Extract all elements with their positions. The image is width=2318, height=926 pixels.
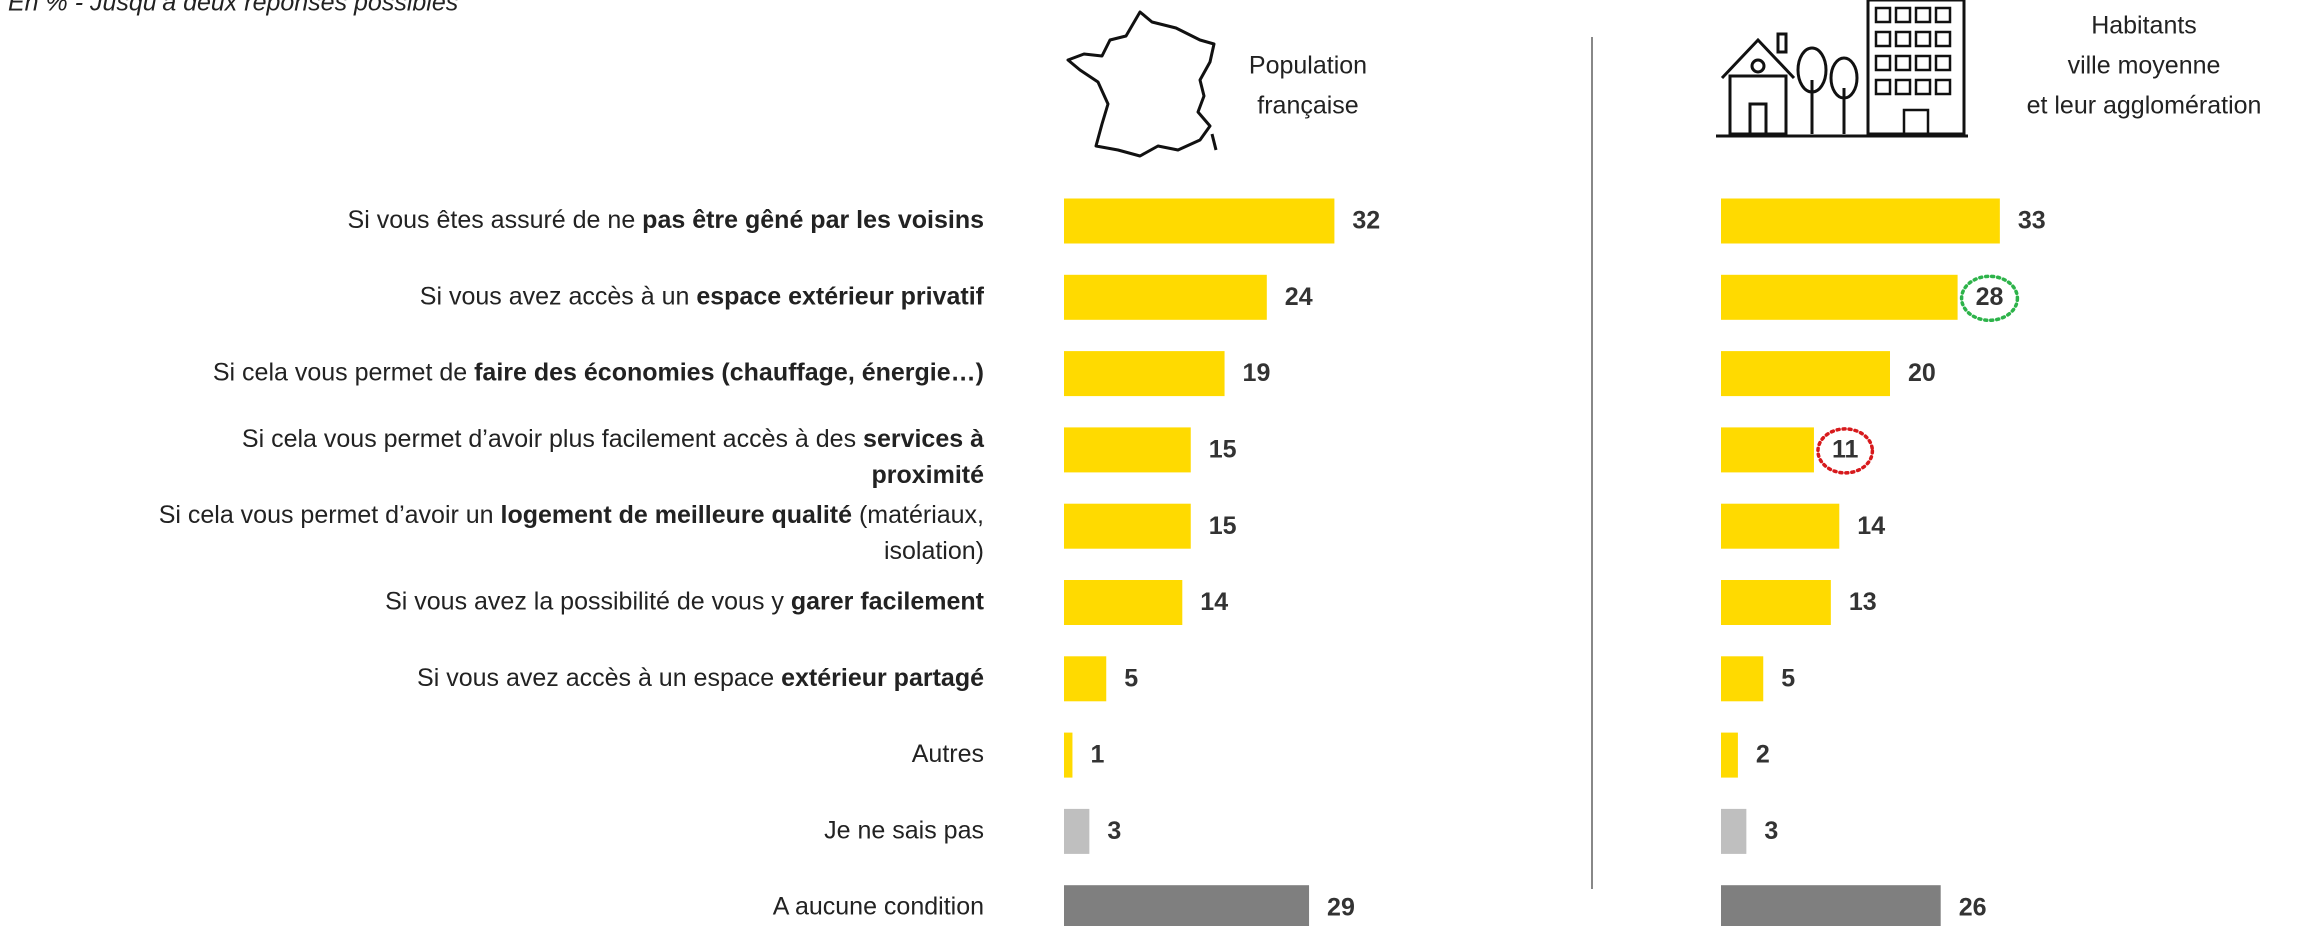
label-part: espace extérieur privatif [696,282,984,310]
bar [1064,580,1183,625]
category-label: A aucune condition [773,892,984,920]
category-label: Si vous êtes assuré de ne pas être gêné … [348,206,984,234]
bar [1721,198,2000,244]
value-label: 15 [1209,512,1237,540]
value-label: 28 [1976,283,2004,311]
label-part: Je ne sais pas [824,816,984,844]
category-label: Si vous avez la possibilité de vous y ga… [385,587,985,615]
label-part: A aucune condition [773,892,984,920]
bar [1721,274,1958,320]
bar [1064,351,1225,397]
label-part: Si cela vous permet de [213,358,474,386]
panel-title: ville moyenne [2068,52,2221,80]
value-label: 33 [2018,207,2046,235]
value-label: 3 [1107,817,1121,845]
label-part: isolation) [884,537,984,565]
panel-title: Habitants [2091,12,2197,40]
bar [1721,427,1814,473]
category-label: Si vous avez accès à un espace extérieur… [420,282,985,310]
label-part: pas être gêné par les voisins [642,206,984,234]
town-icon [1716,0,1968,138]
label-part: Autres [912,740,984,768]
value-label: 11 [1832,436,1859,464]
panel-title: et leur agglomération [2027,92,2262,120]
value-label: 29 [1327,893,1355,921]
category-label: Si cela vous permet d’avoir un logement … [159,501,984,529]
value-label: 5 [1781,664,1795,692]
value-label: 1 [1090,741,1104,769]
label-part: Si vous avez accès à un [420,282,697,310]
bar [1064,274,1267,320]
label-part: Si cela vous permet d’avoir plus facilem… [242,425,863,453]
bar [1064,198,1335,244]
label-part: extérieur partagé [781,663,984,691]
bar [1064,885,1310,926]
highlight-circle [1816,427,1875,475]
value-label: 24 [1285,283,1313,311]
label-part: faire des économies (chauffage, énergie…… [474,358,984,386]
label-part: logement de meilleure qualité [501,501,853,529]
category-label: isolation) [884,537,984,565]
label-part: services à [863,425,984,453]
bar [1064,732,1073,778]
subtitle: En % - Jusqu’à deux réponses possibles [8,0,458,17]
value-label: 13 [1849,588,1877,616]
bar [1064,503,1191,549]
value-label: 14 [1857,512,1885,540]
bar [1721,732,1738,778]
bar [1721,351,1890,397]
value-label: 15 [1209,436,1237,464]
value-label: 19 [1243,359,1271,387]
category-label: Autres [912,740,984,768]
panel-title: française [1257,92,1358,120]
france-icon [1066,10,1218,158]
bar [1721,503,1840,549]
bar [1721,656,1764,702]
label-part: garer facilement [791,587,985,615]
bar [1064,808,1090,854]
value-label: 20 [1908,359,1936,387]
label-part: (matériaux, [852,501,984,529]
value-label: 2 [1756,741,1770,769]
category-label: Si cela vous permet d’avoir plus facilem… [242,425,984,453]
label-part: Si vous avez accès à un espace [417,663,781,691]
bar [1721,808,1747,854]
value-label: 14 [1200,588,1228,616]
value-label: 26 [1959,893,1987,921]
label-part: Si vous avez la possibilité de vous y [385,587,791,615]
label-part: Si cela vous permet d’avoir un [159,501,501,529]
bar [1064,427,1191,473]
value-label: 5 [1124,664,1138,692]
label-part: proximité [871,461,984,489]
bar [1064,656,1107,702]
category-label: Si cela vous permet de faire des économi… [213,358,984,386]
bar [1721,885,1941,926]
panel-title: Population [1249,52,1367,80]
category-label: proximité [871,461,984,489]
value-label: 3 [1764,817,1778,845]
highlight-circle [1959,274,2020,323]
category-label: Je ne sais pas [824,816,984,844]
bar [1721,580,1831,625]
category-label: Si vous avez accès à un espace extérieur… [417,663,984,691]
label-part: Si vous êtes assuré de ne [348,206,643,234]
value-label: 32 [1352,207,1380,235]
